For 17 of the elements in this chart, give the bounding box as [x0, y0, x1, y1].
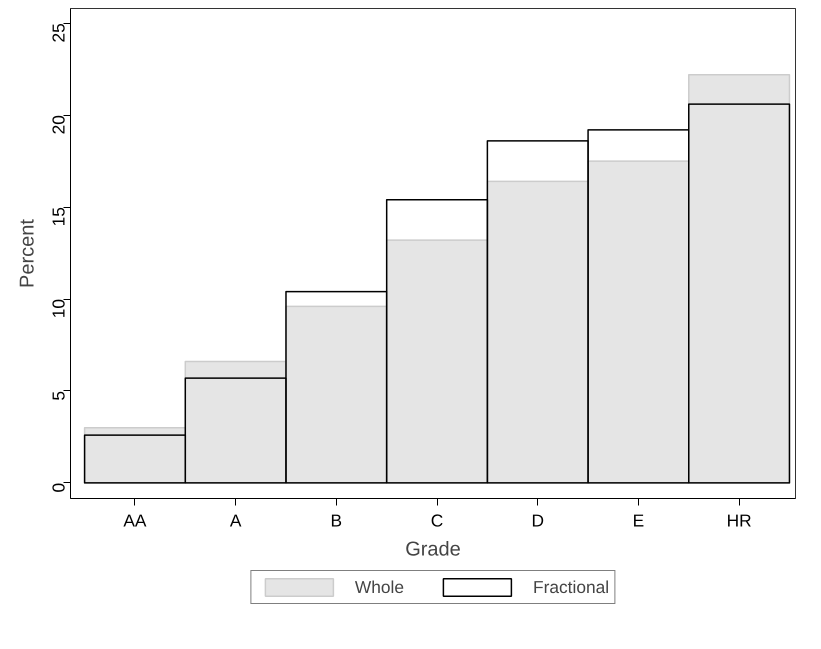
- x-tick-label: B: [330, 510, 342, 530]
- legend-label: Whole: [354, 576, 404, 598]
- y-tick-label: 5: [48, 390, 68, 401]
- x-axis-title: Grade: [405, 538, 461, 560]
- y-tick-label: 0: [48, 482, 68, 493]
- y-axis-title: Percent: [16, 218, 38, 288]
- x-tick-label: D: [531, 510, 544, 530]
- y-tick-label: 15: [48, 207, 68, 226]
- x-tick-label: HR: [726, 510, 752, 530]
- x-tick-label: AA: [123, 510, 147, 530]
- y-tick-label: 20: [48, 115, 68, 134]
- y-tick-label: 25: [48, 23, 68, 42]
- legend-label: Fractional: [533, 576, 610, 598]
- x-tick-label: A: [230, 510, 242, 530]
- x-tick-label: C: [430, 510, 444, 530]
- x-tick-label: E: [632, 510, 644, 530]
- y-tick-label: 10: [48, 299, 68, 318]
